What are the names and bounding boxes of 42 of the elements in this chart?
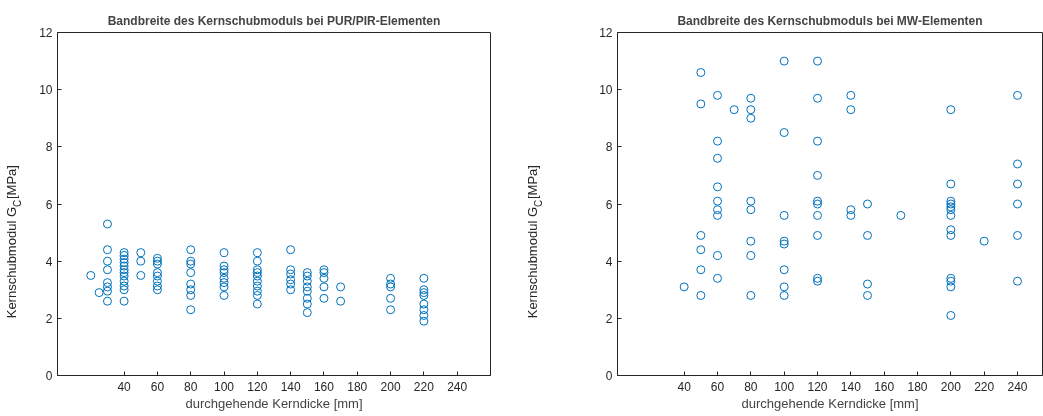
x-tick-label: 240	[1007, 379, 1028, 394]
y-tick-label: 2	[605, 311, 613, 326]
x-tick-label: 40	[677, 379, 692, 394]
x-tick-label: 140	[280, 379, 301, 394]
x-tick-label: 40	[117, 379, 132, 394]
x-tick-label: 160	[313, 379, 335, 394]
x-tick-label: 140	[840, 379, 862, 394]
y-tick-label: 6	[605, 197, 613, 212]
y-tick-label: 6	[45, 197, 53, 212]
y-tick-label: 10	[39, 83, 53, 98]
x-tick-label: 120	[807, 379, 828, 394]
x-tick-label: 180	[347, 379, 368, 394]
chart-title: Bandbreite des Kernschubmoduls bei MW-Elementen	[677, 13, 983, 28]
x-tick-label: 120	[247, 379, 268, 394]
x-tick-label: 240	[447, 379, 468, 394]
y-tick-label: 0	[45, 369, 53, 383]
x-tick-label: 200	[380, 379, 401, 394]
x-tick-label: 100	[774, 379, 795, 394]
y-tick-label: 4	[605, 254, 613, 269]
x-tick-label: 220	[413, 379, 435, 394]
x-tick-label: 180	[907, 379, 928, 394]
y-tick-label: 4	[45, 254, 53, 269]
x-tick-label: 60	[710, 379, 725, 394]
x-axis-title: durchgehende Kerndicke [mm]	[185, 395, 363, 411]
x-axis-title: durchgehende Kerndicke [mm]	[741, 395, 919, 411]
y-tick-label: 12	[599, 26, 613, 40]
x-tick-label: 60	[150, 379, 165, 394]
x-tick-label: 200	[940, 379, 962, 394]
y-tick-label: 8	[45, 140, 53, 155]
chart-title: Bandbreite des Kernschubmoduls bei PUR/PIR-Elementen	[107, 13, 441, 28]
y-tick-label: 8	[605, 140, 613, 155]
x-tick-label: 220	[974, 379, 995, 394]
y-tick-label: 10	[599, 83, 613, 98]
y-tick-label: 12	[39, 26, 53, 40]
x-tick-label: 100	[214, 379, 235, 394]
x-tick-label: 80	[184, 379, 198, 394]
y-tick-label: 0	[605, 369, 613, 383]
x-tick-label: 160	[874, 379, 895, 394]
y-axis-title: Kernschubmodul GC[MPa]	[524, 165, 544, 319]
x-tick-label: 80	[744, 379, 758, 394]
y-axis-title: Kernschubmodul GC[MPa]	[3, 165, 23, 319]
y-tick-label: 2	[45, 311, 53, 326]
